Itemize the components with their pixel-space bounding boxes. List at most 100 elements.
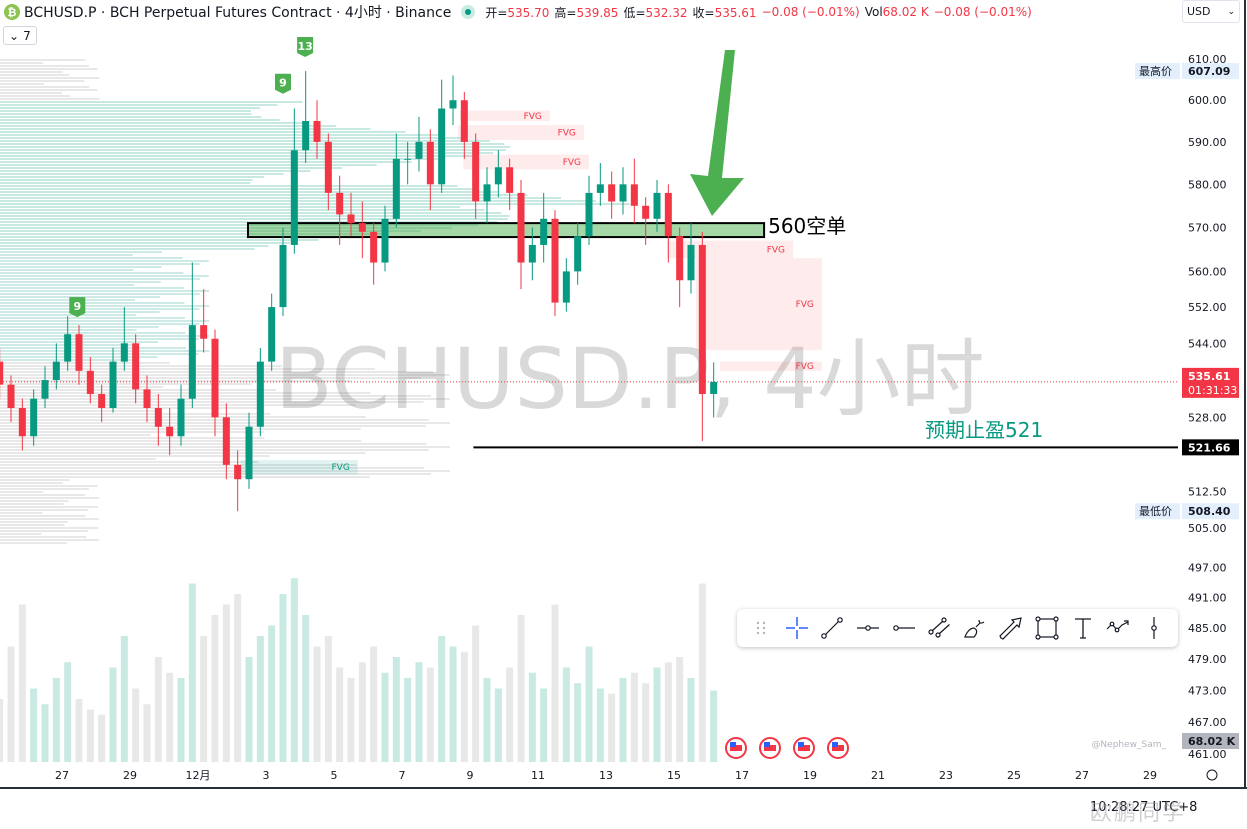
candle	[358, 201, 366, 259]
lowest-price-label: 508.40	[1188, 505, 1231, 518]
candle	[687, 223, 695, 294]
candle-body	[256, 361, 264, 427]
us-economic-event-icon	[793, 737, 815, 759]
lowest-price-label-bg	[1182, 503, 1239, 520]
volume-bar	[30, 688, 38, 762]
volume-bar	[630, 672, 638, 762]
volume-bar	[222, 604, 230, 762]
fvg-label: FVG	[796, 300, 814, 310]
vertical-line-icon[interactable]	[1136, 613, 1172, 643]
candle	[653, 180, 661, 232]
currency-select[interactable]: USD ⌄	[1182, 0, 1240, 23]
td-marker	[275, 73, 291, 94]
brush-icon[interactable]	[958, 613, 994, 643]
volume-bar	[596, 688, 604, 762]
volume-bar	[483, 678, 491, 762]
td-marker-label: 13	[297, 40, 312, 53]
candle-body	[86, 370, 94, 394]
volume-bar	[211, 615, 219, 762]
volume-bar	[460, 651, 468, 762]
volume-bar	[64, 662, 72, 762]
highest-price-label: 607.09	[1188, 65, 1230, 78]
parallel-channel-icon[interactable]	[922, 613, 958, 643]
horizontal-line-icon[interactable]	[886, 613, 922, 643]
volume-bar	[200, 636, 208, 762]
target-price-label-bg	[1182, 439, 1239, 456]
symbol-header: ₿ BCHUSD.P · BCH Perpetual Futures Contr…	[4, 2, 1032, 22]
rectangle-icon[interactable]	[1029, 613, 1065, 643]
candle-body	[449, 100, 457, 109]
lowest-tag: 最低价	[1139, 505, 1172, 518]
candle	[41, 366, 49, 408]
candle-body	[52, 361, 60, 381]
y-tick-label: 590.00	[1188, 136, 1227, 149]
fvg-label: FVG	[558, 128, 576, 138]
horizontal-ray-icon[interactable]	[850, 613, 886, 643]
crosshair-icon[interactable]	[779, 613, 815, 643]
volume-bar	[619, 678, 627, 762]
volume-bar	[551, 604, 559, 762]
candle-body	[392, 158, 400, 219]
candle-body	[64, 334, 72, 362]
candle-body	[177, 398, 185, 437]
y-tick-label: 560.00	[1188, 265, 1227, 278]
x-tick-label: 9	[467, 769, 474, 782]
low-label: 低=	[623, 5, 646, 20]
text-icon[interactable]	[1065, 613, 1101, 643]
volume-bar	[438, 636, 446, 762]
candle	[483, 167, 491, 224]
candle	[551, 210, 559, 317]
candle-body	[166, 426, 174, 437]
candle	[279, 227, 287, 317]
volume-bar	[154, 657, 162, 762]
drag-handle-icon[interactable]	[743, 613, 779, 643]
candle-body	[0, 361, 4, 385]
candle	[608, 171, 616, 219]
fvg-zone	[463, 154, 589, 170]
candle-body	[41, 380, 49, 399]
volume-bar	[52, 678, 60, 762]
short-entry-zone	[246, 222, 766, 239]
symbol-title[interactable]: BCHUSD.P · BCH Perpetual Futures Contrac…	[24, 5, 452, 21]
candle-body	[540, 218, 548, 245]
us-economic-event-icon	[725, 737, 747, 759]
open-label: 开=	[485, 5, 508, 20]
fvg-label: FVG	[767, 245, 785, 255]
candle	[75, 325, 83, 385]
candle	[132, 334, 140, 404]
volume-bar	[18, 604, 26, 762]
candle-body	[7, 384, 15, 408]
candle-body	[347, 214, 355, 224]
volume-bar	[687, 678, 695, 762]
volume-bar	[132, 688, 140, 762]
volume-bar	[528, 672, 536, 762]
candle-body	[313, 120, 321, 142]
volume-bar	[517, 615, 525, 762]
volume-bar	[585, 646, 593, 762]
volume-bar	[336, 667, 344, 762]
x-tick-label: 29	[1143, 769, 1157, 782]
candle-body	[143, 389, 151, 408]
candle	[256, 347, 264, 437]
volume-bar	[245, 657, 253, 762]
flag-stripes	[764, 745, 776, 751]
candle	[290, 108, 298, 254]
volume-bar	[290, 578, 298, 762]
candle-body	[426, 141, 434, 185]
candle	[426, 129, 434, 211]
path-icon[interactable]	[1101, 613, 1137, 643]
candle	[211, 329, 219, 437]
y-tick-label: 580.00	[1188, 178, 1227, 191]
trend-line-icon[interactable]	[815, 613, 851, 643]
volume-bar	[506, 667, 514, 762]
fvg-zone	[459, 110, 550, 121]
indicators-toggle[interactable]: ⌄ 7	[3, 26, 37, 45]
candle-body	[596, 184, 604, 193]
candle-body	[132, 343, 140, 390]
candle-body	[574, 236, 582, 272]
arrow-icon[interactable]	[993, 613, 1029, 643]
ohlc-legend: 开=535.70 高=539.85 低=532.32 收=535.61 −0.0…	[485, 4, 1032, 21]
volume-bar	[324, 636, 332, 762]
down-arrow-annotation	[690, 50, 744, 216]
